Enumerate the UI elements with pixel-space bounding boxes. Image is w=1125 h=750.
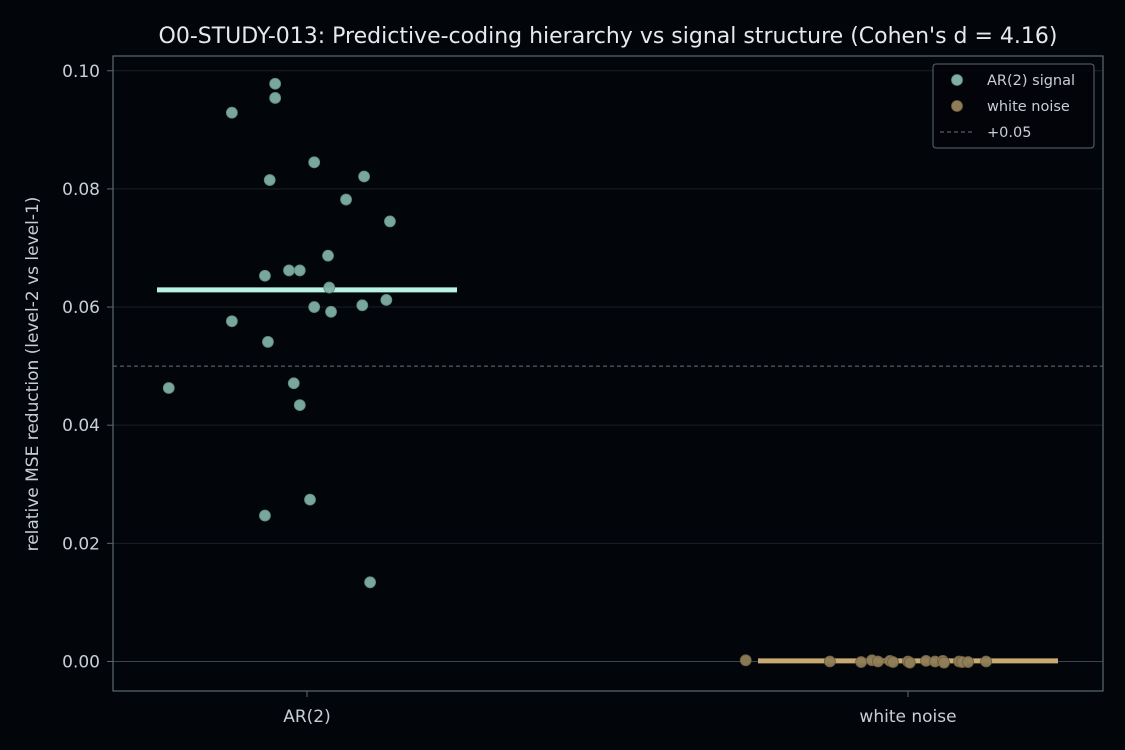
- y-tick-label: 0.08: [62, 180, 100, 200]
- data-point: [225, 315, 238, 328]
- data-point: [259, 509, 271, 522]
- data-point: [356, 299, 369, 312]
- x-tick-label: white noise: [859, 707, 956, 727]
- data-point: [340, 193, 352, 206]
- legend-marker-white-noise: [951, 100, 963, 112]
- legend-label-ar2: AR(2) signal: [987, 73, 1075, 89]
- data-point: [980, 655, 993, 668]
- x-tick-label: AR(2): [283, 707, 331, 727]
- data-point: [162, 382, 175, 394]
- data-point: [358, 170, 370, 183]
- y-tick-label: 0.02: [62, 534, 100, 554]
- data-point: [263, 174, 276, 186]
- data-point: [293, 264, 306, 277]
- data-point: [323, 281, 336, 294]
- data-point: [364, 576, 377, 589]
- data-point: [269, 92, 282, 104]
- data-point: [903, 656, 916, 669]
- legend-label-reference: +0.05: [987, 125, 1031, 141]
- data-point: [938, 656, 950, 669]
- legend-frame: [932, 63, 1095, 149]
- data-point: [259, 269, 271, 282]
- data-point: [739, 654, 752, 667]
- legend-label-white-noise: white noise: [987, 99, 1070, 115]
- data-point: [293, 399, 306, 412]
- data-point: [262, 335, 274, 348]
- chart-title: O0-STUDY-013: Predictive-coding hierarch…: [159, 24, 1058, 49]
- legend-marker-ar2: [951, 74, 963, 86]
- data-point: [308, 156, 321, 169]
- data-point: [384, 215, 396, 228]
- plot-frame: [112, 55, 1104, 692]
- data-point: [887, 656, 899, 668]
- y-axis: 0.00 0.02 0.04 0.06 0.08 0.10: [62, 62, 113, 672]
- mean-lines: [157, 287, 1058, 664]
- data-point: [225, 106, 238, 119]
- legend: AR(2) signal white noise +0.05: [932, 63, 1095, 149]
- data-point: [283, 264, 295, 277]
- y-axis-label: relative MSE reduction (level-2 vs level…: [23, 197, 43, 552]
- data-point: [304, 493, 316, 506]
- y-tick-label: 0.10: [62, 62, 100, 82]
- data-point: [287, 377, 300, 390]
- data-point: [308, 301, 321, 313]
- data-points: [162, 77, 993, 669]
- data-point: [325, 305, 337, 318]
- data-point: [855, 656, 868, 668]
- data-point: [872, 655, 884, 668]
- data-point: [380, 294, 393, 306]
- x-axis: AR(2) white noise: [283, 691, 957, 727]
- data-point: [962, 656, 974, 668]
- y-tick-label: 0.00: [62, 652, 100, 672]
- data-point: [823, 655, 836, 668]
- data-point: [322, 249, 334, 262]
- y-tick-label: 0.04: [62, 416, 100, 436]
- y-tick-label: 0.06: [62, 298, 100, 318]
- data-point: [269, 77, 282, 90]
